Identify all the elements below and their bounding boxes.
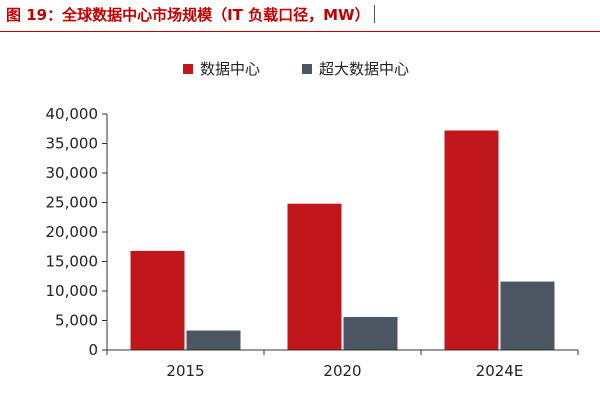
y-tick-label: 40,000	[46, 105, 99, 123]
y-tick-label: 20,000	[46, 223, 99, 241]
bar-series-1	[444, 130, 499, 350]
bar-series-2	[186, 330, 241, 350]
figure-title: 图 19：全球数据中心市场规模（IT 负载口径，MW）	[6, 5, 370, 24]
title-underline	[0, 31, 600, 32]
y-tick-label: 35,000	[46, 135, 99, 153]
bar-series-2	[343, 316, 398, 350]
y-tick-label: 0	[88, 341, 98, 359]
title-separator	[373, 5, 375, 23]
x-tick-label: 2024E	[476, 362, 524, 380]
bar-series-1	[130, 250, 185, 350]
legend-swatch-series-2	[302, 64, 312, 74]
legend: 数据中心 超大数据中心	[183, 60, 409, 78]
y-tick-label: 15,000	[46, 253, 99, 271]
legend-label-series-2: 超大数据中心	[319, 60, 409, 78]
legend-label-series-1: 数据中心	[200, 60, 260, 78]
y-tick-label: 25,000	[46, 194, 99, 212]
x-axis: 2015 2020 2024E	[106, 349, 579, 380]
bar-series-2	[500, 281, 555, 350]
bars	[130, 130, 555, 350]
y-tick-label: 10,000	[46, 282, 99, 300]
y-tick-label: 5,000	[55, 312, 98, 330]
legend-swatch-series-1	[183, 64, 193, 74]
figure-title-bar: 图 19：全球数据中心市场规模（IT 负载口径，MW）	[0, 0, 600, 28]
x-tick-label: 2015	[166, 362, 204, 380]
x-tick-label: 2020	[323, 362, 361, 380]
y-tick-label: 30,000	[46, 164, 99, 182]
bar-series-1	[287, 203, 342, 350]
y-axis: 0 5,000 10,000 15,000 20,000 25,000 30,000 35,0…	[46, 105, 108, 359]
